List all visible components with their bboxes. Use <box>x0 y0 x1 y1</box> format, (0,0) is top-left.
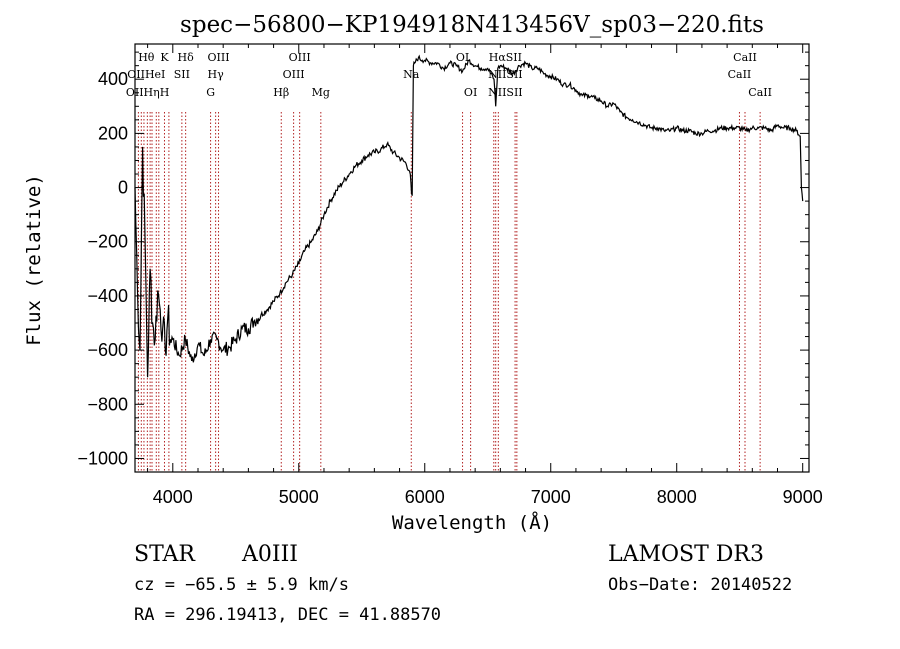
line-marker-label: Mg <box>312 86 330 99</box>
line-marker-label: OIII <box>289 51 311 64</box>
y-axis: −1000 −800 −600 −400 −200 0 200 400 <box>77 51 809 468</box>
line-marker-label: OI <box>464 86 477 99</box>
coordinates-text: RA = 296.19413, DEC = 41.88570 <box>134 605 441 625</box>
spectrum-line <box>134 54 804 378</box>
obs-date-text: Obs−Date: 20140522 <box>608 575 792 595</box>
redshift-text: cz = −65.5 ± 5.9 km/s <box>134 575 349 595</box>
y-tick-label: −800 <box>87 394 128 414</box>
line-marker-label: OIIHηH <box>126 86 169 99</box>
y-axis-label: Flux (relative) <box>23 174 45 346</box>
line-marker-label: Hγ <box>208 68 225 81</box>
x-tick-label: 9000 <box>783 487 823 507</box>
line-marker-label: CaII <box>728 68 752 81</box>
chart-title: spec−56800−KP194918N413456V_sp03−220.fit… <box>180 12 764 38</box>
x-tick-label: 7000 <box>531 487 571 507</box>
line-marker-label: OIII <box>207 51 229 64</box>
y-tick-label: −400 <box>87 286 128 306</box>
line-marker-label: OIII <box>283 68 305 81</box>
y-tick-label: 0 <box>118 178 128 198</box>
object-class: STAR <box>134 542 196 567</box>
line-marker-label: CaII <box>733 51 757 64</box>
y-tick-label: −600 <box>87 340 128 360</box>
line-marker-labels: Hθ K Hδ OIII OIII OI HαSII CaII OIIHeI SII Hγ OIII N… <box>126 51 772 99</box>
x-tick-label: 4000 <box>153 487 193 507</box>
line-marker-label: K <box>160 51 169 64</box>
x-axis: 4000 5000 6000 7000 8000 9000 <box>147 44 823 507</box>
line-marker-label: HαSII <box>489 51 522 64</box>
line-marker-label: CaII <box>748 86 772 99</box>
line-marker-label: OI <box>456 51 469 64</box>
line-marker-label: SII <box>174 68 190 81</box>
line-marker-label: NIISII <box>488 86 523 99</box>
line-marker-label: Na <box>403 68 420 81</box>
y-tick-label: −200 <box>87 232 128 252</box>
x-axis-label: Wavelength (Å) <box>392 511 552 534</box>
y-tick-label: 400 <box>98 69 128 89</box>
x-tick-label: 8000 <box>657 487 697 507</box>
line-marker-label: Hθ <box>138 51 155 64</box>
line-marker-label: Hδ <box>178 51 195 64</box>
line-marker-label: OIIHeI <box>127 68 165 81</box>
y-tick-label: −1000 <box>77 448 128 468</box>
line-marker-label: Hβ <box>273 86 289 99</box>
line-markers <box>137 112 761 472</box>
plot-frame <box>134 43 810 473</box>
object-subclass: A0III <box>241 542 298 567</box>
y-tick-label: 200 <box>98 123 128 143</box>
x-tick-label: 6000 <box>405 487 445 507</box>
line-marker-label: G <box>206 86 215 99</box>
survey-name: LAMOST DR3 <box>608 542 764 567</box>
x-tick-label: 5000 <box>279 487 319 507</box>
